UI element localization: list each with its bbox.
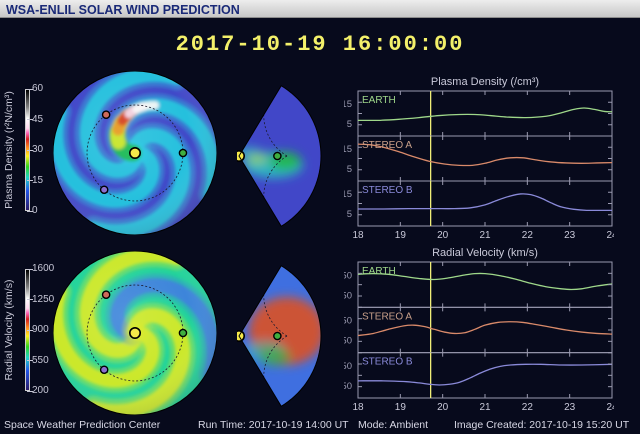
svg-text:15: 15: [344, 144, 352, 155]
svg-text:23: 23: [564, 402, 576, 413]
svg-text:5: 5: [347, 119, 352, 130]
svg-text:550: 550: [344, 316, 352, 327]
svg-text:STEREO A: STEREO A: [362, 140, 412, 151]
svg-text:20: 20: [437, 402, 449, 413]
svg-text:21: 21: [479, 402, 491, 413]
svg-text:350: 350: [344, 336, 352, 347]
svg-text:EARTH: EARTH: [362, 266, 396, 277]
svg-text:5: 5: [347, 164, 352, 175]
svg-text:Radial Velocity (km/s): Radial Velocity (km/s): [432, 247, 538, 259]
svg-text:18: 18: [352, 402, 364, 413]
svg-text:350: 350: [344, 290, 352, 301]
svg-text:19: 19: [395, 402, 407, 413]
svg-text:550: 550: [344, 270, 352, 281]
svg-text:15: 15: [344, 99, 352, 110]
svg-text:550: 550: [344, 361, 352, 372]
svg-text:5: 5: [347, 209, 352, 220]
svg-text:22: 22: [522, 402, 534, 413]
svg-text:EARTH: EARTH: [362, 95, 396, 106]
svg-text:STEREO B: STEREO B: [362, 357, 413, 368]
svg-text:Plasma Density (/cm³): Plasma Density (/cm³): [431, 76, 539, 88]
svg-text:15: 15: [344, 189, 352, 200]
svg-text:350: 350: [344, 381, 352, 392]
svg-text:STEREO B: STEREO B: [362, 185, 413, 196]
svg-text:STEREO A: STEREO A: [362, 311, 412, 322]
svg-text:24: 24: [606, 402, 614, 413]
